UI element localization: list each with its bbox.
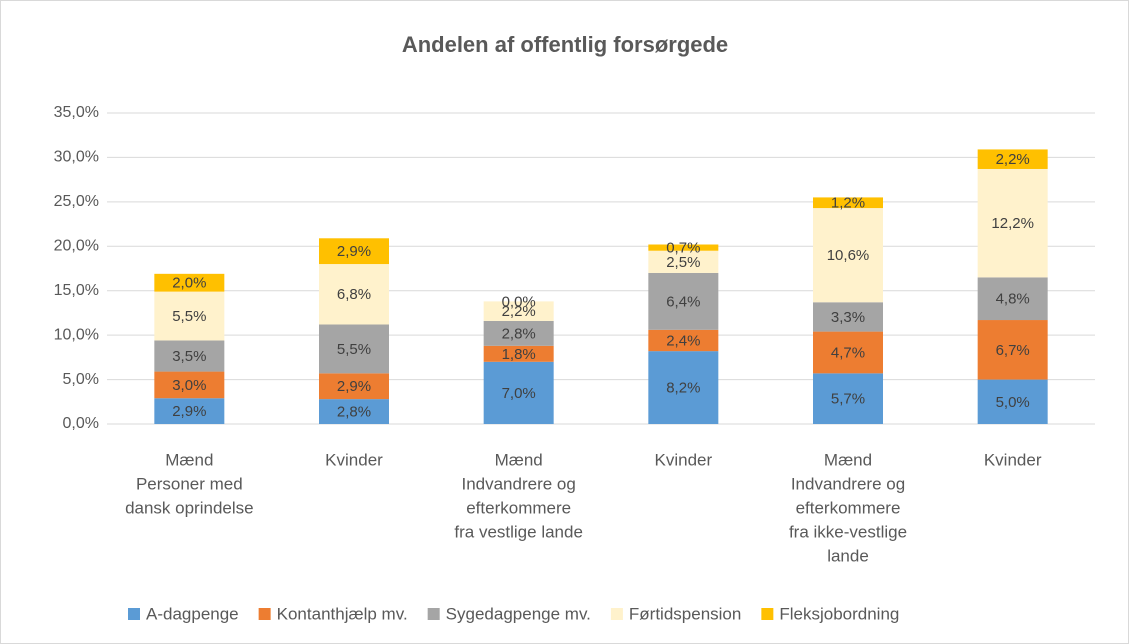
group-label: lande <box>827 546 869 565</box>
data-label: 5,5% <box>172 308 206 325</box>
bar-segment <box>154 340 225 372</box>
chart-title: Andelen af offentlig forsørgede <box>402 32 728 57</box>
group-label: Indvandrere og <box>461 474 575 493</box>
bar-segment <box>648 250 719 273</box>
bar-segment <box>319 238 389 265</box>
data-label: 6,7% <box>996 342 1030 359</box>
data-label: 2,2% <box>996 151 1030 168</box>
legend-label: Sygedagpenge mv. <box>446 604 591 623</box>
data-label: 2,8% <box>337 404 371 421</box>
bar-segment <box>813 331 883 374</box>
bar-segment <box>154 273 225 292</box>
group-label: fra ikke-vestlige <box>789 522 907 541</box>
bar-segment <box>977 168 1048 278</box>
group-label: efterkommere <box>466 498 571 517</box>
data-label: 0,0% <box>502 293 536 310</box>
data-label: 3,3% <box>831 309 865 326</box>
bar-segment <box>154 398 225 424</box>
bar-segment <box>813 373 883 424</box>
bar-segment <box>648 272 719 330</box>
data-label: 2,4% <box>666 332 700 349</box>
bar-segment <box>483 345 554 362</box>
group-label: Personer med <box>136 474 243 493</box>
x-tick-label: Kvinder <box>655 450 713 469</box>
bar-segment <box>977 320 1048 380</box>
data-label: 5,5% <box>337 341 371 358</box>
bar-segment <box>483 361 554 424</box>
y-tick-label: 5,0% <box>63 371 99 388</box>
x-tick-label: Mænd <box>165 450 213 469</box>
data-label: 3,5% <box>172 348 206 365</box>
legend-swatch <box>128 608 140 620</box>
bar-segment <box>977 379 1048 424</box>
data-label: 1,2% <box>831 195 865 212</box>
data-label: 2,2% <box>502 303 536 320</box>
legend-swatch <box>761 608 774 620</box>
data-label: 3,0% <box>172 377 206 394</box>
bar-segment <box>154 371 225 399</box>
bar-segment <box>977 149 1048 169</box>
bar-segment <box>648 244 719 251</box>
bar-segment <box>813 208 883 303</box>
data-label: 8,2% <box>666 380 700 397</box>
group-label: Indvandrere og <box>791 474 905 493</box>
y-tick-label: 30,0% <box>54 149 99 166</box>
x-tick-label: Mænd <box>495 450 543 469</box>
legend-label: Fleksjobordning <box>779 604 899 623</box>
legend-swatch <box>427 608 440 620</box>
x-tick-label: Kvinder <box>325 450 383 469</box>
data-label: 2,9% <box>337 378 371 395</box>
x-tick-label: Mænd <box>824 450 872 469</box>
data-label: 1,8% <box>502 346 536 363</box>
data-label: 5,0% <box>996 394 1030 411</box>
bar-segment <box>813 197 883 209</box>
data-label: 7,0% <box>502 385 536 402</box>
y-tick-label: 25,0% <box>54 193 99 210</box>
bar-segment <box>319 399 389 424</box>
data-label: 6,8% <box>337 286 371 303</box>
y-tick-label: 10,0% <box>54 326 99 343</box>
legend-swatch <box>610 608 623 620</box>
legend-swatch <box>258 608 271 620</box>
data-label: 2,9% <box>337 243 371 260</box>
bar-segment <box>319 373 389 400</box>
legend-label: Førtidspension <box>629 604 741 623</box>
y-tick-label: 35,0% <box>54 104 99 121</box>
y-tick-label: 0,0% <box>63 415 99 432</box>
data-label: 2,0% <box>172 275 206 292</box>
group-label: fra vestlige lande <box>454 522 583 541</box>
legend-label: Kontanthjælp mv. <box>277 604 408 623</box>
legend-label: A-dagpenge <box>146 604 239 623</box>
data-label: 10,6% <box>827 247 870 264</box>
x-tick-label: Kvinder <box>984 450 1042 469</box>
bar-segment <box>813 302 883 332</box>
data-label: 2,8% <box>502 325 536 342</box>
bar-segment <box>648 351 719 424</box>
data-label: 5,7% <box>831 391 865 408</box>
bar-segment <box>154 291 225 341</box>
bar-segment <box>648 329 719 352</box>
data-label: 2,9% <box>172 403 206 420</box>
data-label: 2,5% <box>666 254 700 271</box>
data-label: 4,7% <box>831 344 865 361</box>
y-tick-label: 15,0% <box>54 282 99 299</box>
group-label: dansk oprindelse <box>125 498 254 517</box>
bar-segment <box>977 277 1048 321</box>
data-label: 6,4% <box>666 293 700 310</box>
group-label: efterkommere <box>796 498 901 517</box>
data-label: 4,8% <box>996 291 1030 308</box>
bar-segment <box>319 264 389 325</box>
y-tick-label: 20,0% <box>54 238 99 255</box>
bar-segment <box>483 301 554 321</box>
bar-segment <box>319 324 389 374</box>
data-label: 0,7% <box>666 240 700 257</box>
bar-segment <box>483 320 554 346</box>
data-label: 12,2% <box>991 215 1034 232</box>
